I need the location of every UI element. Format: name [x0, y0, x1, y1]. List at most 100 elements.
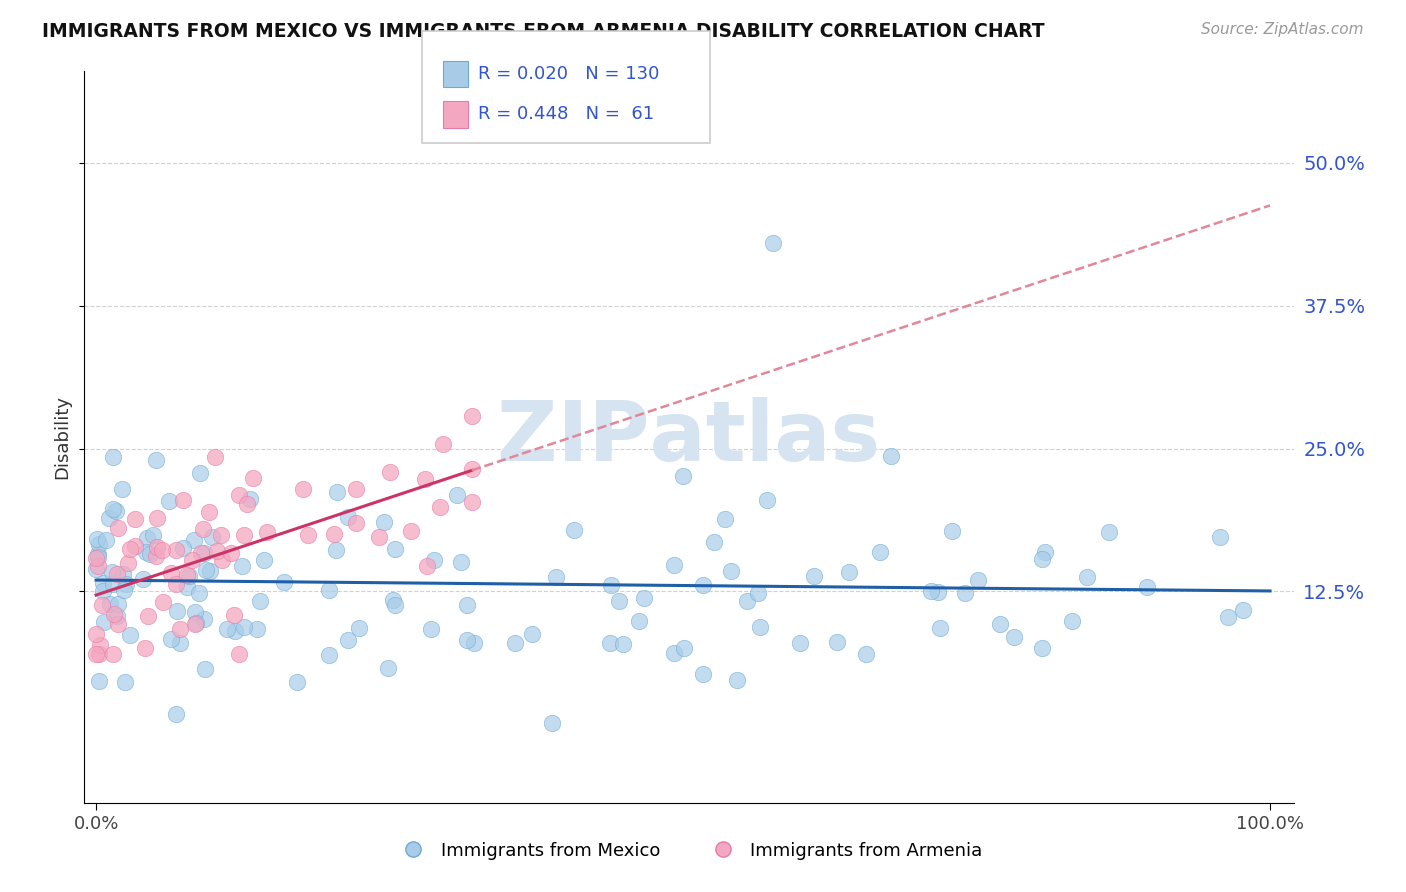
Point: [627, 614, 650, 628]
Point: [239, 491, 262, 506]
Point: [87, 549, 110, 564]
Point: [124, 512, 146, 526]
Point: [201, 531, 224, 545]
Point: [838, 565, 860, 579]
Point: [195, 563, 218, 577]
Point: [432, 437, 454, 451]
Point: [662, 558, 685, 573]
Point: [193, 612, 215, 626]
Point: [91, 576, 114, 591]
Point: [105, 567, 128, 582]
Point: [183, 533, 205, 548]
Point: [633, 591, 655, 606]
Point: [101, 450, 124, 465]
Point: [165, 576, 187, 591]
Point: [373, 516, 395, 530]
Point: [169, 623, 191, 637]
Point: [382, 592, 405, 607]
Point: [160, 632, 183, 646]
Point: [344, 482, 367, 496]
Point: [318, 648, 340, 662]
Point: [146, 541, 169, 555]
Point: [456, 632, 478, 647]
Point: [160, 566, 183, 580]
Point: [249, 593, 271, 607]
Point: [98, 598, 121, 612]
Point: [1208, 529, 1230, 543]
Point: [1062, 614, 1084, 628]
Point: [101, 565, 124, 579]
Point: [111, 482, 134, 496]
Legend: Immigrants from Mexico, Immigrants from Armenia: Immigrants from Mexico, Immigrants from …: [388, 835, 990, 867]
Point: [825, 635, 848, 649]
Point: [157, 493, 180, 508]
Point: [323, 527, 346, 541]
Point: [103, 502, 125, 516]
Point: [136, 608, 159, 623]
Point: [84, 551, 107, 566]
Point: [242, 471, 264, 485]
Point: [520, 627, 543, 641]
Text: R = 0.020   N = 130: R = 0.020 N = 130: [478, 65, 659, 83]
Point: [198, 564, 221, 578]
Point: [747, 585, 769, 599]
Point: [145, 453, 167, 467]
Point: [96, 533, 118, 548]
Point: [86, 533, 108, 547]
Point: [297, 528, 319, 542]
Point: [217, 622, 239, 636]
Point: [89, 674, 111, 689]
Point: [112, 582, 135, 597]
Point: [184, 605, 207, 619]
Point: [336, 510, 359, 524]
Point: [1033, 545, 1056, 559]
Point: [672, 640, 695, 655]
Point: [1098, 524, 1121, 539]
Point: [84, 562, 107, 576]
Point: [138, 547, 160, 561]
Text: Source: ZipAtlas.com: Source: ZipAtlas.com: [1201, 22, 1364, 37]
Point: [325, 542, 347, 557]
Point: [135, 545, 157, 559]
Point: [253, 553, 276, 567]
Point: [145, 549, 167, 563]
Point: [461, 494, 484, 508]
Point: [1076, 570, 1098, 584]
Point: [219, 546, 242, 560]
Point: [120, 628, 142, 642]
Point: [186, 616, 208, 631]
Point: [384, 598, 406, 612]
Point: [416, 559, 439, 574]
Point: [966, 573, 988, 587]
Text: ZIP​atlas: ZIP​atlas: [498, 397, 880, 477]
Point: [84, 647, 107, 661]
Point: [165, 543, 187, 558]
Point: [176, 580, 198, 594]
Point: [756, 493, 779, 508]
Point: [450, 555, 472, 569]
Point: [869, 545, 891, 559]
Point: [228, 647, 250, 661]
Text: R = 0.448   N =  61: R = 0.448 N = 61: [478, 105, 654, 123]
Point: [347, 622, 370, 636]
Point: [423, 553, 446, 567]
Point: [233, 528, 256, 542]
Point: [461, 409, 484, 423]
Point: [953, 585, 976, 599]
Point: [91, 598, 114, 612]
Point: [1031, 551, 1053, 566]
Point: [273, 574, 295, 589]
Point: [103, 607, 125, 621]
Point: [720, 564, 742, 578]
Point: [1031, 640, 1053, 655]
Point: [725, 673, 748, 687]
Point: [662, 646, 685, 660]
Point: [346, 516, 368, 530]
Point: [562, 523, 585, 537]
Point: [146, 511, 169, 525]
Point: [134, 641, 156, 656]
Point: [124, 539, 146, 553]
Point: [737, 594, 759, 608]
Point: [231, 559, 253, 574]
Point: [222, 608, 245, 623]
